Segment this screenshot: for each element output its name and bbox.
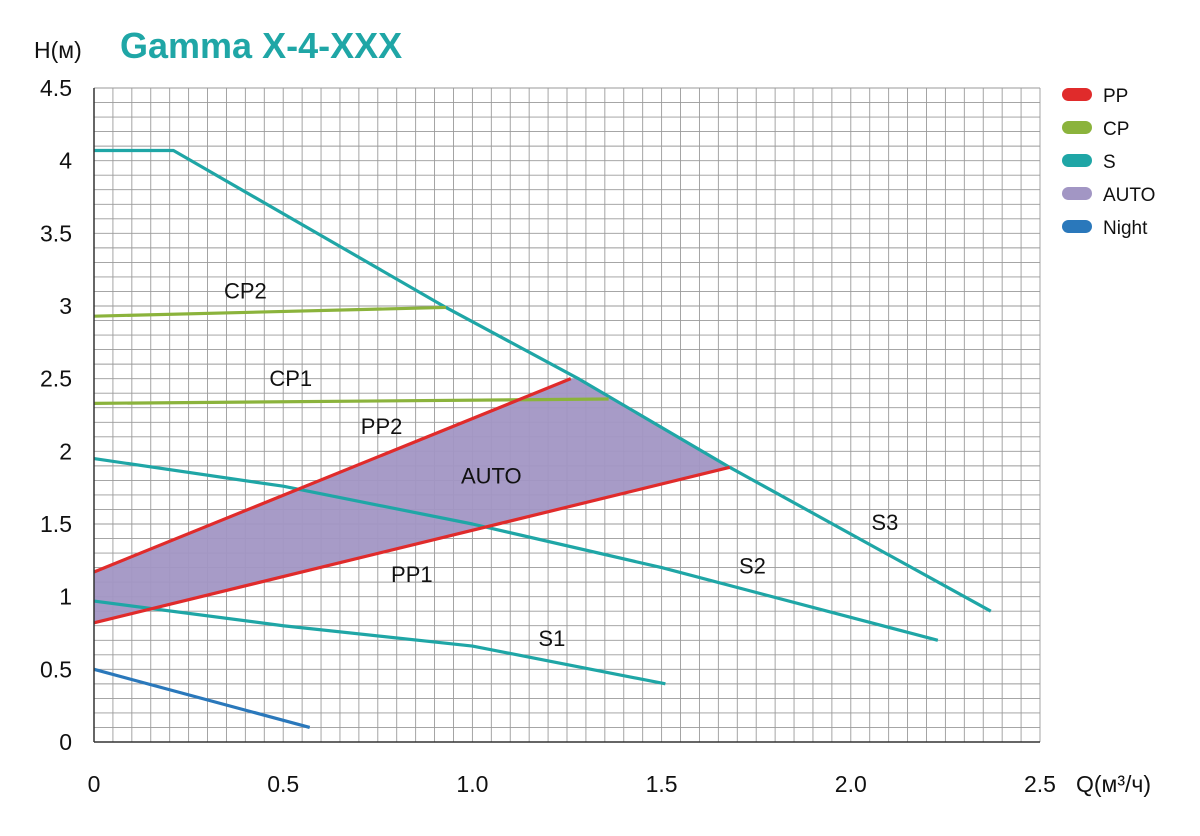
y-tick-label: 2.5 <box>40 366 72 392</box>
legend-swatch-s <box>1062 154 1092 167</box>
y-tick-label: 0.5 <box>40 656 72 682</box>
x-tick-label: 2.5 <box>1024 771 1056 797</box>
legend-swatch-pp <box>1062 88 1092 101</box>
x-tick-label: 0.5 <box>267 771 299 797</box>
curve-label-s2: S2 <box>739 553 766 578</box>
y-tick-label: 3.5 <box>40 220 72 246</box>
x-axis-title: Q(м³/ч) <box>1076 771 1151 797</box>
series-line-cp2 <box>93 305 446 318</box>
curve-label-s1: S1 <box>538 626 565 651</box>
y-tick-label: 1.5 <box>40 511 72 537</box>
x-tick-label: 0 <box>88 771 101 797</box>
legend-label-cp: CP <box>1103 119 1129 140</box>
legend-label-s: S <box>1103 152 1116 173</box>
auto-area <box>94 378 730 623</box>
series-layer <box>93 148 992 730</box>
legend-swatch-night <box>1062 220 1092 233</box>
curve-label-pp1: PP1 <box>391 562 433 587</box>
curve-labels: CP2 CP1 PP2 AUTO PP1 S3 S2 S1 <box>224 279 898 651</box>
series-line-s2 <box>93 457 939 642</box>
curve-label-auto: AUTO <box>461 463 522 488</box>
legend-label-auto: AUTO <box>1103 185 1155 206</box>
y-tick-label: 2 <box>59 438 72 464</box>
legend-swatch-cp <box>1062 121 1092 134</box>
x-tick-label: 1.5 <box>646 771 678 797</box>
y-tick-label: 1 <box>59 584 72 610</box>
curve-label-cp1: CP1 <box>269 366 312 391</box>
auto-area-layer <box>94 378 730 623</box>
legend-swatch-auto <box>1062 187 1092 200</box>
axes <box>93 88 1040 743</box>
legend: PP CP S AUTO Night <box>1062 86 1155 239</box>
series-line-s3 <box>94 148 992 613</box>
y-tick-label: 4 <box>59 148 72 174</box>
tick-labels: 0 0.5 1.0 1.5 2.0 2.5 0 0.5 1 1.5 2 2.5 3 3.5 4 4.5 <box>40 75 1056 797</box>
y-tick-label: 0 <box>59 729 72 755</box>
curve-label-pp2: PP2 <box>361 414 403 439</box>
x-tick-label: 1.0 <box>456 771 488 797</box>
y-tick-label: 3 <box>59 293 72 319</box>
legend-label-pp: PP <box>1103 86 1128 107</box>
curve-label-s3: S3 <box>871 510 898 535</box>
x-tick-label: 2.0 <box>835 771 867 797</box>
series-line-night <box>93 667 311 730</box>
series-line-s1 <box>93 599 666 686</box>
series-line-pp2 <box>93 377 572 574</box>
y-tick-label: 4.5 <box>40 75 72 101</box>
y-axis-title: H(м) <box>34 37 82 63</box>
curve-label-cp2: CP2 <box>224 279 267 304</box>
series-line-pp1 <box>93 465 731 625</box>
legend-label-night: Night <box>1103 218 1148 239</box>
chart-title: Gamma X-4-XXX <box>120 25 402 66</box>
